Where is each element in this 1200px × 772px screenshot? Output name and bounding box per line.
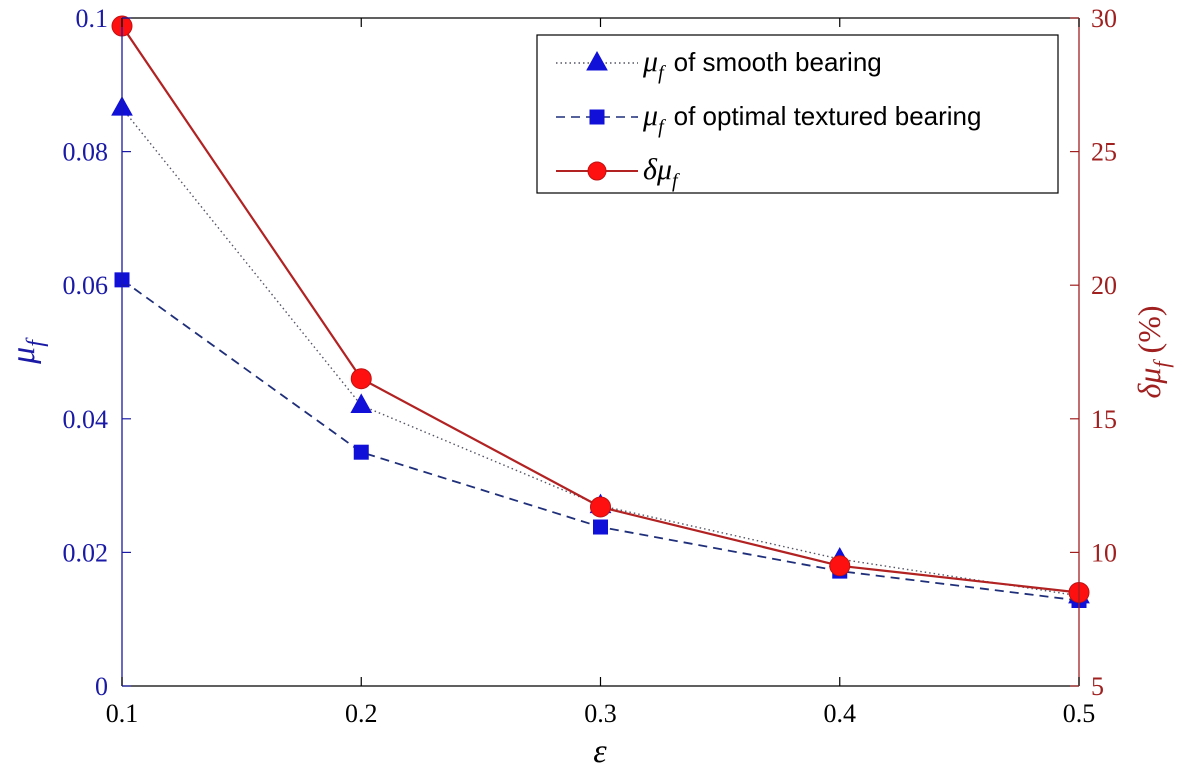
- x-tick-label: 0.3: [584, 699, 617, 728]
- y-left-tick-label: 0.1: [76, 4, 109, 33]
- ticks-layer: 0.1 0.2 0.3 0.4 0.5 0 0.02 0.04 0.06 0.08 0.1 5 10 15…: [63, 4, 1118, 728]
- legend-item-textured: μf of optimal textured bearing: [556, 99, 981, 138]
- x-axis-label: ε: [593, 733, 607, 770]
- data-point-delta: [350, 368, 372, 390]
- x-tick-label: 0.1: [106, 699, 139, 728]
- y-left-tick-label: 0.04: [63, 405, 109, 434]
- legend-marker-delta: [587, 161, 607, 181]
- data-point-textured: [593, 519, 608, 535]
- y-right-tick-label: 10: [1091, 538, 1117, 567]
- y-axis-label-right: δμf (%): [1131, 305, 1174, 398]
- legend-label-textured: μf of optimal textured bearing: [642, 99, 981, 138]
- legend-label-smooth: μf of smooth bearing: [642, 45, 882, 84]
- data-point-delta: [590, 496, 611, 518]
- y-left-tick-label: 0.02: [63, 538, 109, 567]
- legend-marker-smooth: [586, 50, 608, 71]
- legend-symbol-delta: δμ: [643, 153, 672, 186]
- legend-symbol-smooth: μ: [642, 45, 658, 78]
- y-right-tick-label: 20: [1091, 271, 1117, 300]
- y-axis-label-left: μf: [5, 337, 49, 365]
- y-right-tick-label: 25: [1091, 138, 1117, 167]
- legend-sub-textured: f: [658, 116, 666, 138]
- data-point-textured: [353, 444, 369, 460]
- legend-box: [536, 34, 1059, 194]
- y-axis-label-right-symbol: δμ: [1131, 368, 1167, 399]
- y-axis-label-left-symbol: μ: [5, 347, 42, 365]
- x-tick-label: 0.2: [345, 699, 378, 728]
- y-axis-label-right-sub: f: [1149, 359, 1174, 368]
- y-right-tick-label: 30: [1091, 4, 1117, 33]
- legend-marker-textured: [589, 109, 605, 125]
- y-right-tick-label: 5: [1091, 672, 1104, 701]
- y-axis-label-right-suffix: (%): [1131, 305, 1167, 361]
- y-left-tick-label: 0: [95, 672, 108, 701]
- legend-symbol-textured: μ: [642, 99, 658, 132]
- legend-item-delta: δμf: [556, 153, 680, 192]
- legend-text-textured: of optimal textured bearing: [674, 101, 982, 131]
- x-tick-label: 0.4: [824, 699, 857, 728]
- data-point-delta: [829, 555, 851, 577]
- y-axis-label-left-sub: f: [23, 337, 49, 347]
- legend-sub-smooth: f: [658, 62, 666, 84]
- legend-label-delta: δμf: [643, 153, 680, 192]
- y-left-tick-label: 0.06: [63, 271, 109, 300]
- data-point-smooth: [350, 393, 373, 413]
- y-left-tick-label: 0.08: [63, 138, 109, 167]
- x-tick-label: 0.5: [1063, 699, 1096, 728]
- y-right-tick-label: 15: [1091, 405, 1117, 434]
- legend-item-smooth: μf of smooth bearing: [556, 45, 882, 84]
- legend-text-smooth: of smooth bearing: [674, 47, 882, 77]
- legend-sub-delta: f: [672, 170, 680, 192]
- legend: μf of smooth bearing μf of optimal texture…: [536, 34, 1059, 194]
